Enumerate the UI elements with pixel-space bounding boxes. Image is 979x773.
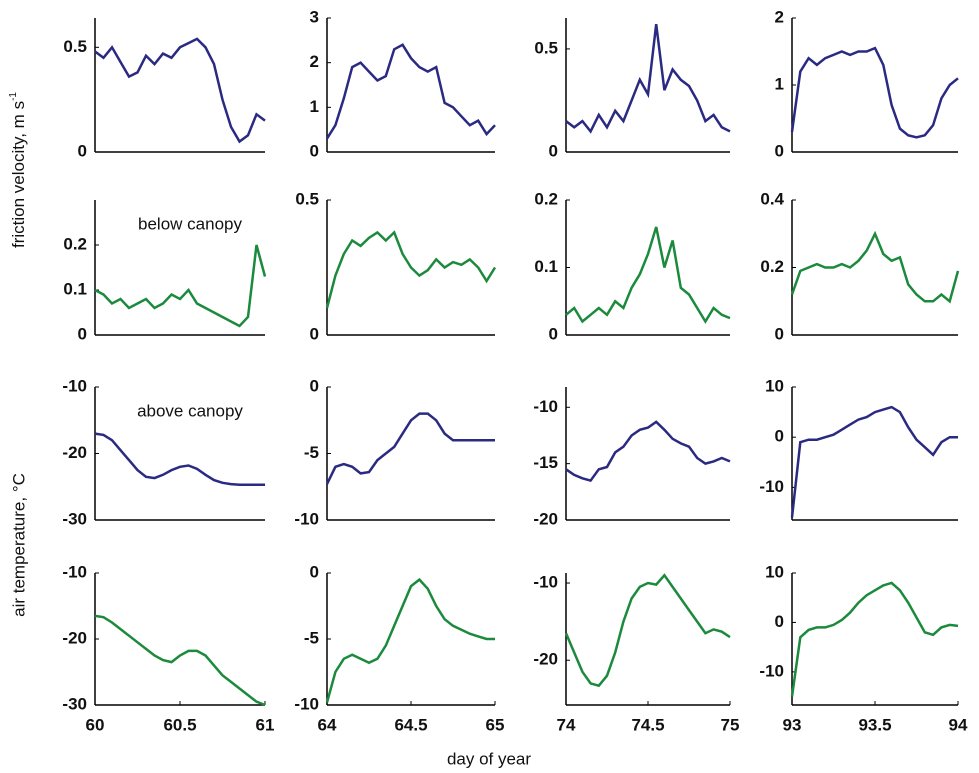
data-line [790, 405, 958, 518]
data-line [790, 230, 960, 304]
data-line [325, 43, 496, 140]
y-tick-label: 0 [310, 324, 319, 343]
y-tick-label: 0.2 [760, 257, 784, 276]
y-tick-label: 0.5 [63, 37, 87, 56]
x-tick-label: 61 [256, 715, 275, 734]
y-tick-label: 0 [775, 612, 784, 631]
y-tick-label: 0 [78, 141, 87, 160]
y-tick-label: -15 [533, 453, 558, 472]
y-tick-label: 10 [765, 562, 784, 581]
y-tick-label: 0 [775, 324, 784, 343]
data-line [790, 581, 959, 697]
x-tick-label: 60.5 [163, 715, 196, 734]
y-tick-label: -10 [62, 376, 87, 395]
y-tick-label: 0.1 [534, 257, 558, 276]
y-tick-label: 2 [310, 52, 319, 71]
y-axis-label: friction velocity, m s-1 [8, 92, 29, 248]
y-tick-label: 0 [310, 562, 319, 581]
x-tick-label: 65 [486, 715, 505, 734]
y-tick-label: 0 [78, 324, 87, 343]
y-tick-label: 0.5 [534, 38, 558, 57]
annotation: above canopy [137, 401, 243, 420]
y-tick-label: -30 [62, 694, 87, 713]
y-tick-label: -20 [533, 650, 558, 669]
x-tick-label: 75 [721, 715, 740, 734]
data-line [565, 226, 731, 324]
data-line [564, 573, 731, 688]
y-tick-label: 0 [310, 376, 319, 395]
y-tick-label: -10 [759, 477, 784, 496]
x-tick-label: 64.5 [394, 715, 427, 734]
y-tick-label: 1 [775, 74, 784, 93]
data-line [94, 244, 267, 328]
x-tick-label: 93 [783, 715, 802, 734]
y-axis-label: air temperature, °C [9, 473, 28, 617]
y-tick-label: 0 [775, 141, 784, 160]
y-tick-label: -20 [62, 628, 87, 647]
y-tick-label: 0.1 [63, 279, 87, 298]
data-line [565, 24, 731, 134]
y-axis-label-text: friction velocity, m s [9, 101, 28, 248]
y-tick-label: 0 [549, 141, 558, 160]
y-axis-label-sup: -1 [8, 92, 19, 101]
data-line [565, 420, 731, 483]
y-tick-label: 0.5 [295, 189, 319, 208]
y-tick-label: -10 [294, 509, 319, 528]
y-tick-label: -10 [62, 562, 87, 581]
data-line [325, 412, 495, 485]
y-tick-label: -30 [62, 509, 87, 528]
y-tick-label: -20 [533, 509, 558, 528]
data-line [94, 614, 266, 707]
x-tick-label: 64 [318, 715, 337, 734]
x-tick-label: 74.5 [631, 715, 664, 734]
x-tick-label: 93.5 [858, 715, 891, 734]
y-tick-label: 2 [775, 7, 784, 26]
data-line [325, 577, 495, 703]
y-tick-label: 10 [765, 376, 784, 395]
y-tick-label: 1 [310, 97, 319, 116]
y-tick-label: 0 [775, 427, 784, 446]
data-line [94, 432, 265, 487]
data-line [94, 37, 266, 144]
y-tick-label: 0.2 [63, 234, 87, 253]
y-tick-label: 0 [310, 141, 319, 160]
y-tick-label: -5 [304, 628, 319, 647]
y-tick-label: -10 [759, 661, 784, 680]
data-line [325, 230, 497, 309]
y-tick-label: -10 [533, 397, 558, 416]
x-tick-label: 94 [949, 715, 968, 734]
x-tick-label: 74 [557, 715, 576, 734]
y-tick-label: 3 [310, 7, 319, 26]
y-tick-label: -10 [533, 573, 558, 592]
y-tick-label: -10 [294, 694, 319, 713]
y-tick-label: 0.4 [760, 189, 784, 208]
data-line [790, 46, 959, 139]
x-tick-label: 60 [86, 715, 105, 734]
annotation: below canopy [138, 214, 242, 233]
y-tick-label: 0.2 [534, 189, 558, 208]
y-tick-label: -5 [304, 443, 319, 462]
y-tick-label: 0 [549, 324, 558, 343]
y-tick-label: -20 [62, 443, 87, 462]
x-axis-label: day of year [447, 749, 531, 768]
